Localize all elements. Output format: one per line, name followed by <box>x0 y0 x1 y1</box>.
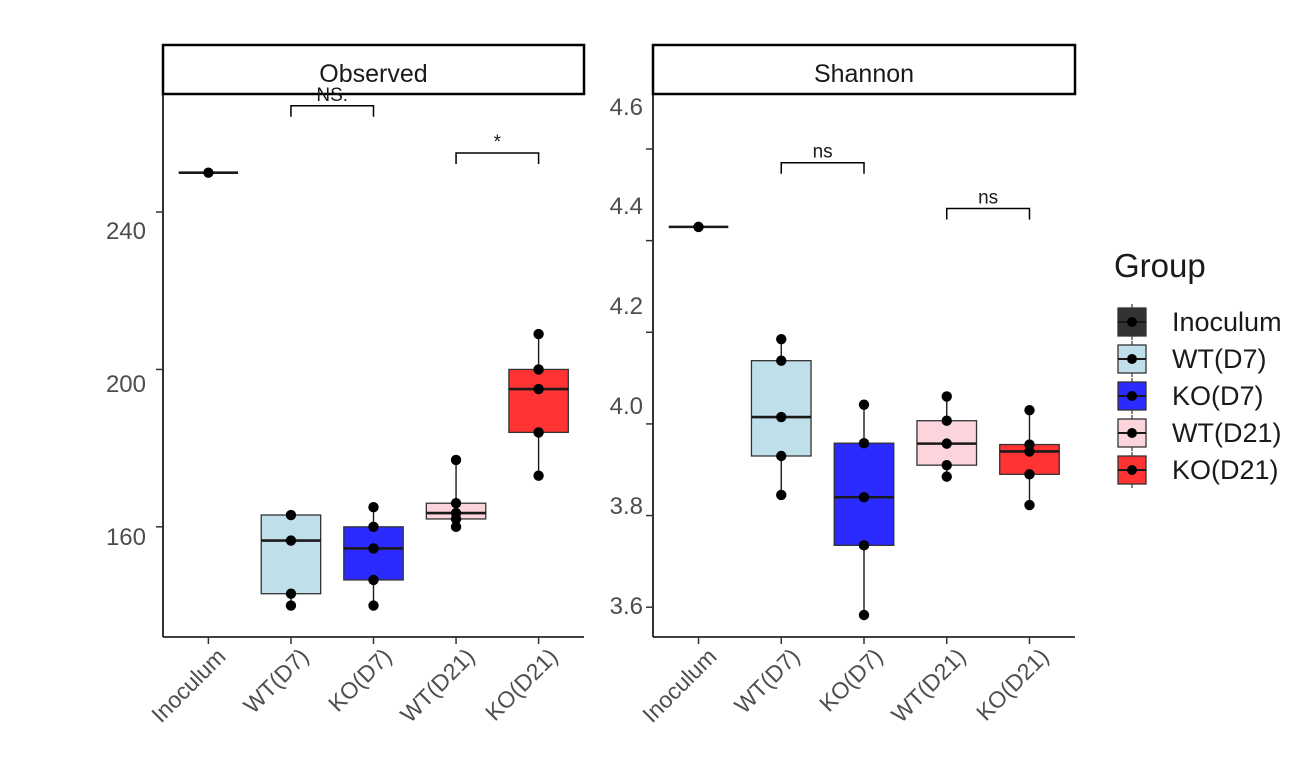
legend-key-point <box>1127 391 1137 401</box>
legend-label: WT(D21) <box>1172 418 1282 448</box>
y-tick-label: 3.8 <box>610 493 643 520</box>
data-point <box>776 333 787 345</box>
significance-label: NS. <box>316 85 348 106</box>
data-point <box>368 543 379 554</box>
x-tick-label: WT(D7) <box>238 643 313 718</box>
data-point <box>941 391 952 402</box>
strip-title-observed: Observed <box>319 60 427 88</box>
plot-area-observed: NS. * <box>156 85 569 644</box>
data-point <box>285 509 297 521</box>
data-point <box>450 513 462 525</box>
data-point <box>1024 499 1035 511</box>
panel-observed: Observed 160 200 240 NS. * Inoculum WT(D7… <box>106 43 586 728</box>
y-tick-label: 4.6 <box>610 94 643 121</box>
data-point <box>858 540 870 551</box>
data-point <box>858 492 870 503</box>
data-point <box>858 399 870 410</box>
data-point <box>533 364 544 375</box>
data-point <box>941 438 952 449</box>
significance-bracket <box>945 207 1031 220</box>
significance-bracket <box>455 152 540 165</box>
data-point <box>693 221 704 233</box>
data-point <box>941 471 952 482</box>
data-point <box>368 521 379 533</box>
data-point <box>450 454 462 466</box>
data-point <box>533 328 544 340</box>
data-point <box>368 501 379 513</box>
x-tick-label: KO(D7) <box>323 643 397 717</box>
y-tick-label: 200 <box>106 371 146 398</box>
data-point <box>776 450 787 462</box>
y-tick-label: 160 <box>106 524 146 551</box>
legend-key-point <box>1127 465 1137 475</box>
data-point <box>450 521 462 533</box>
panel-shannon: Shannon 3.6 3.8 4.0 4.2 4.4 4.6 ns ns Ino… <box>610 43 1077 728</box>
data-point <box>941 459 952 471</box>
x-tick-label: KO(D7) <box>814 643 888 717</box>
x-tick-label: KO(D21) <box>480 643 563 726</box>
significance-label: ns <box>978 188 998 209</box>
box <box>260 514 322 595</box>
y-tick-label: 3.6 <box>610 593 643 620</box>
y-tick-label: 4.2 <box>610 293 643 320</box>
legend-key-point <box>1127 354 1137 364</box>
data-point <box>368 574 379 586</box>
significance-bracket <box>290 105 375 117</box>
x-tick-label: WT(D21) <box>395 643 479 727</box>
significance-bracket <box>780 161 865 174</box>
y-tick-label: 240 <box>106 218 146 245</box>
strip-observed <box>161 43 586 96</box>
data-point <box>285 535 297 546</box>
data-point <box>1024 469 1035 480</box>
box <box>508 368 569 434</box>
data-point <box>285 588 297 599</box>
data-point <box>533 470 544 481</box>
legend-key-point <box>1127 317 1137 327</box>
x-ticks-shannon: Inoculum WT(D7) KO(D7) WT(D21) KO(D21) <box>637 643 1053 727</box>
data-point <box>776 355 787 366</box>
legend: Group Inoculum WT(D7) KO(D7) WT(D21) KO(D21) <box>1114 247 1282 488</box>
legend-label: WT(D7) <box>1172 344 1266 374</box>
y-tick-label: 4.4 <box>610 193 643 220</box>
data-point <box>285 600 297 611</box>
x-tick-label: WT(D7) <box>729 643 804 718</box>
x-tick-label: Inoculum <box>146 643 230 727</box>
legend-items: Inoculum WT(D7) KO(D7) WT(D21) KO(D21) <box>1117 304 1282 488</box>
strip-title-shannon: Shannon <box>814 60 914 88</box>
data-point <box>858 609 870 621</box>
y-tick-label: 4.0 <box>610 393 643 420</box>
data-point <box>1024 404 1035 416</box>
data-point <box>203 167 214 178</box>
box <box>750 360 812 457</box>
x-tick-label: WT(D21) <box>886 643 970 727</box>
data-point <box>776 489 787 501</box>
strip-shannon <box>651 43 1077 96</box>
data-point <box>776 411 787 423</box>
plot-area-shannon: ns ns <box>646 142 1060 644</box>
data-point <box>450 498 462 509</box>
data-point <box>941 415 952 426</box>
significance-label: * <box>494 132 502 153</box>
data-point <box>533 427 544 438</box>
x-tick-label: KO(D21) <box>971 643 1054 726</box>
data-point <box>858 437 870 449</box>
significance-label: ns <box>813 142 833 163</box>
legend-label: KO(D21) <box>1172 455 1279 485</box>
x-tick-label: Inoculum <box>637 643 721 727</box>
x-ticks-observed: Inoculum WT(D7) KO(D7) WT(D21) KO(D21) <box>146 643 562 727</box>
data-point <box>1024 446 1035 457</box>
data-point <box>368 600 379 611</box>
legend-title: Group <box>1114 247 1206 284</box>
legend-label: Inoculum <box>1172 307 1282 337</box>
legend-key-point <box>1127 428 1137 438</box>
legend-label: KO(D7) <box>1172 381 1264 411</box>
data-point <box>533 383 544 395</box>
